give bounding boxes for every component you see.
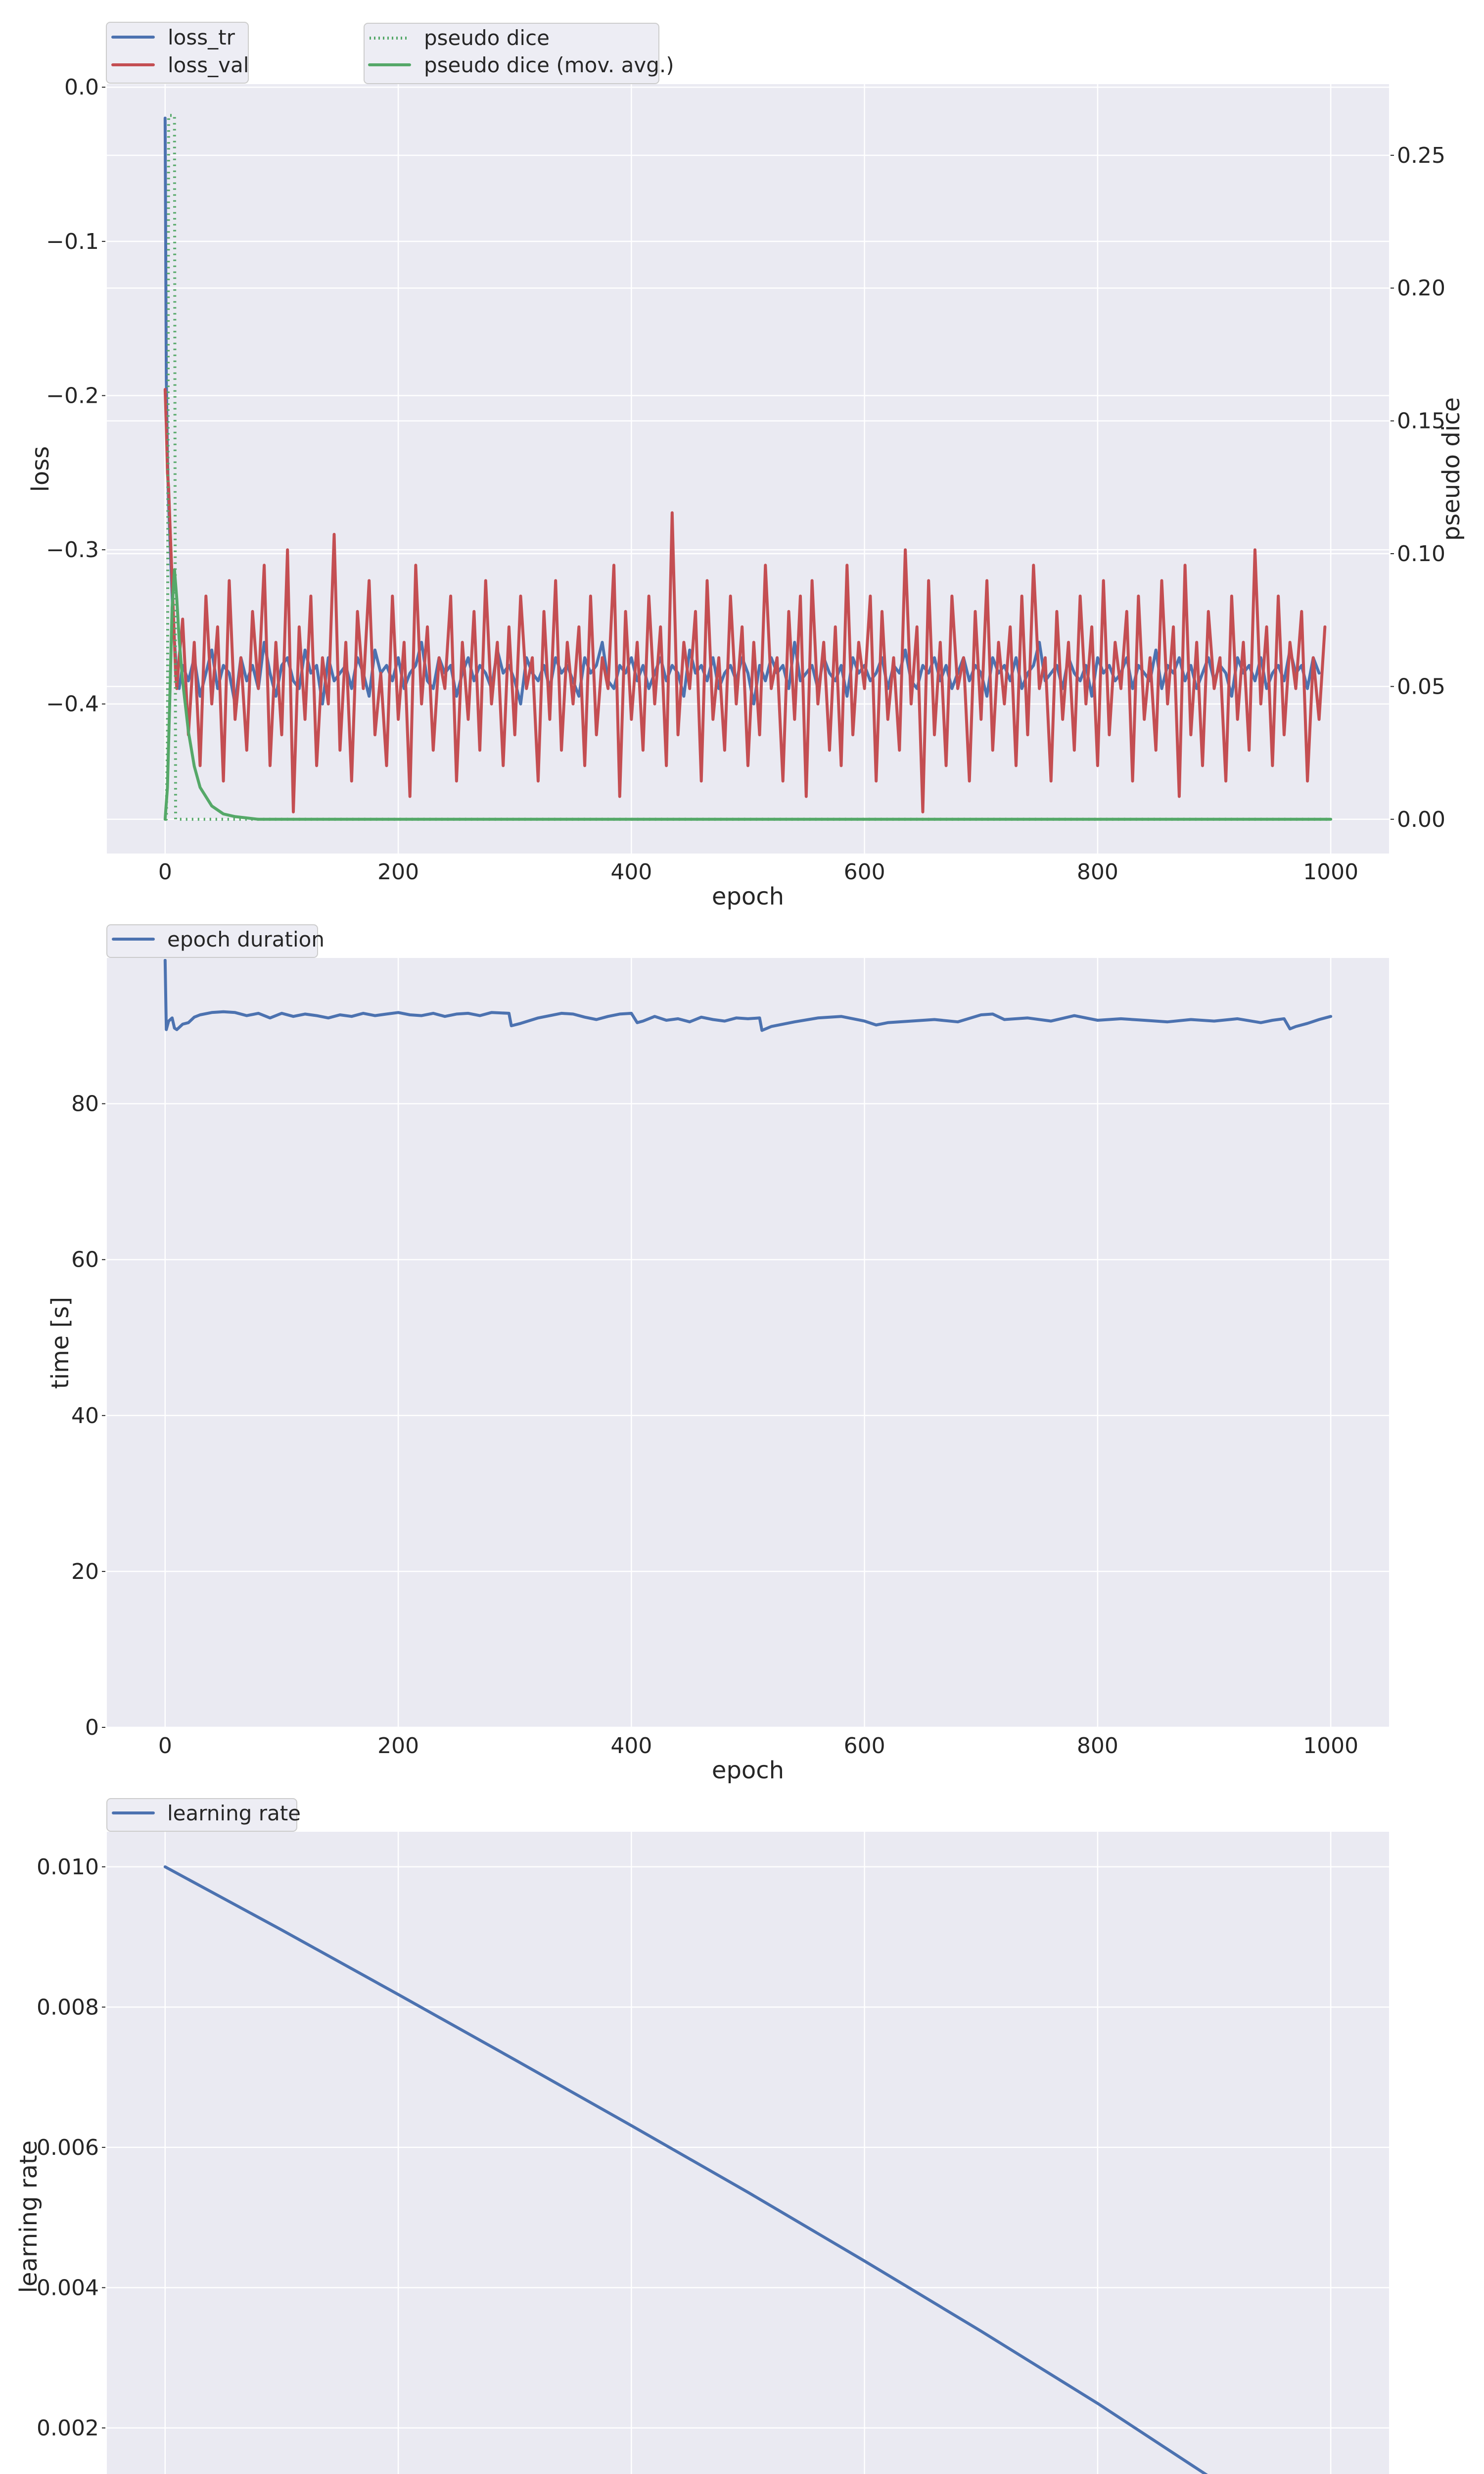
y-axis-label: loss <box>27 446 54 492</box>
y-axis-ticks: 0 20 40 60 80 <box>71 1092 105 1740</box>
y-axis-ticks-right: 0.00 0.05 0.10 0.15 0.20 0.25 <box>1391 143 1445 832</box>
series-learning-rate <box>163 1865 1208 2474</box>
x-tick-label: 200 <box>377 1733 419 1759</box>
series-loss-val <box>163 388 1327 813</box>
x-tick-label: 1000 <box>1303 1733 1358 1759</box>
y-tick-label: 40 <box>71 1403 99 1428</box>
legend-label-pseudo-dice-mov-avg: pseudo dice (mov. avg.) <box>424 53 674 77</box>
y-axis-label: learning rate <box>15 2141 43 2293</box>
y-tick-label-right: 0.20 <box>1397 276 1445 301</box>
y-tick-label: 0.008 <box>37 1995 99 2020</box>
legend-label-epoch-duration: epoch duration <box>167 927 325 952</box>
x-tick-label: 400 <box>610 859 652 885</box>
y-tick-label: −0.3 <box>46 537 99 563</box>
y-tick-label: 0 <box>85 1715 99 1740</box>
legend-label-pseudo-dice: pseudo dice <box>424 26 550 50</box>
y-axis-ticks-left: 0.0 −0.1 −0.2 −0.3 −0.4 <box>46 75 105 717</box>
series-lines <box>163 958 1333 1032</box>
y-axis-label: time [s] <box>46 1297 74 1389</box>
y-tick-label: −0.2 <box>46 383 99 408</box>
y-axis-label-right: pseudo dice <box>1438 397 1465 541</box>
legend-loss: loss_tr loss_val <box>106 22 249 84</box>
x-tick-label: 0 <box>158 859 172 885</box>
gridlines <box>107 1832 1389 2474</box>
legend-label-loss-val: loss_val <box>168 53 249 77</box>
x-axis-label: epoch <box>712 883 784 910</box>
y-tick-label: −0.4 <box>46 692 99 717</box>
x-tick-label: 200 <box>377 859 419 885</box>
series-epoch-duration <box>163 958 1333 1032</box>
y-tick-label-right: 0.00 <box>1397 807 1445 832</box>
y-tick-label: 0.010 <box>37 1855 99 1880</box>
y-tick-label: 0.004 <box>37 2275 99 2300</box>
series-pseudo-dice-mov-avg- <box>163 568 1333 821</box>
legend-label-loss-tr: loss_tr <box>168 25 235 49</box>
x-axis-ticks: 0 200 400 600 800 1000 <box>158 859 1358 885</box>
legend-dice: pseudo dice pseudo dice (mov. avg.) <box>364 23 674 84</box>
x-tick-label: 0 <box>158 1733 172 1759</box>
y-tick-label: 0.002 <box>37 2416 99 2441</box>
y-tick-label: 0.006 <box>37 2135 99 2160</box>
x-axis-label: epoch <box>712 1757 784 1784</box>
x-tick-label: 1000 <box>1303 859 1358 885</box>
plot-area <box>107 1832 1389 2474</box>
legend-label-learning-rate: learning rate <box>167 1801 301 1825</box>
x-tick-label: 600 <box>844 859 885 885</box>
y-tick-label: 20 <box>71 1559 99 1584</box>
x-tick-label: 800 <box>1077 859 1118 885</box>
plot-area <box>107 958 1389 1727</box>
y-tick-label-right: 0.05 <box>1397 674 1445 699</box>
legend-epoch-duration: epoch duration <box>106 924 325 958</box>
x-tick-label: 600 <box>844 1733 885 1759</box>
x-tick-label: 800 <box>1077 1733 1118 1759</box>
loss-dice-chart: 0.0 −0.1 −0.2 −0.3 −0.4 0.00 0.05 0.10 0.15 0.20… <box>27 22 1465 910</box>
y-tick-label: 80 <box>71 1092 99 1117</box>
legend-learning-rate: learning rate <box>106 1798 301 1832</box>
y-tick-label-right: 0.15 <box>1397 409 1445 434</box>
series-lines <box>163 1865 1208 2474</box>
epoch-duration-chart: 0 20 40 60 80 0 200 400 600 800 1000 epoch time [… <box>46 924 1389 1784</box>
y-tick-label: 60 <box>71 1247 99 1273</box>
y-tick-label-right: 0.10 <box>1397 541 1445 567</box>
series-lines <box>163 114 1333 821</box>
x-axis-ticks: 0 200 400 600 800 1000 <box>158 1733 1358 1759</box>
x-tick-label: 400 <box>610 1733 652 1759</box>
y-tick-label-right: 0.25 <box>1397 143 1445 168</box>
gridlines <box>107 958 1389 1728</box>
y-tick-label: −0.1 <box>46 229 99 254</box>
y-tick-label: 0.0 <box>64 75 99 100</box>
